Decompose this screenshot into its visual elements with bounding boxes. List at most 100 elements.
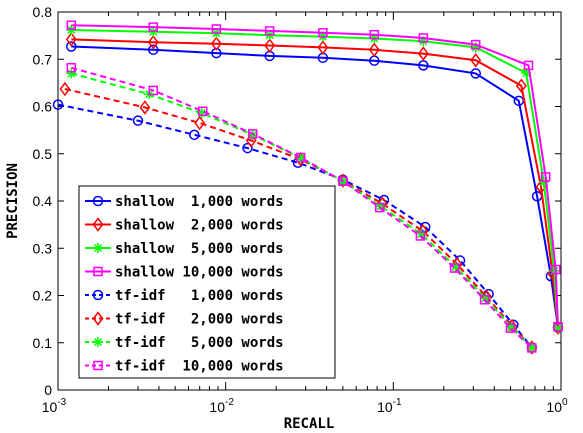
legend-label: tf-idf 1,000 words (115, 288, 284, 304)
data-point (132, 115, 144, 126)
star-stroke (296, 153, 305, 163)
data-point (242, 142, 253, 154)
data-point (505, 323, 516, 333)
data-point (295, 152, 306, 163)
legend-label: tf-idf 10,000 words (115, 359, 284, 375)
star-stroke (93, 243, 103, 253)
series-layer (52, 20, 564, 355)
legend-marker (93, 243, 103, 253)
legend-entry: tf-idf 10,000 words (85, 359, 284, 375)
data-point (148, 85, 159, 96)
x-tick-label: 100 (546, 397, 568, 415)
legend-marker (92, 289, 104, 301)
data-point (418, 33, 429, 43)
data-point (550, 264, 561, 275)
legend-label: shallow 10,000 words (115, 265, 284, 281)
data-point (540, 172, 551, 182)
legend-label: shallow 1,000 words (115, 194, 284, 210)
legend-label: shallow 2,000 words (115, 218, 284, 234)
legend-marker (93, 360, 103, 371)
y-tick-label: 0.6 (33, 99, 53, 115)
y-tick-label: 0.4 (33, 193, 53, 209)
legend-entry: tf-idf 1,000 words (85, 288, 284, 304)
legend-label: shallow 5,000 words (115, 241, 284, 257)
legend: shallow 1,000 words shallow 2,000 words sh… (78, 185, 336, 379)
data-point (52, 99, 64, 110)
data-point (66, 63, 77, 73)
data-point (210, 36, 222, 51)
series-8 (66, 63, 537, 353)
star-stroke (527, 343, 536, 352)
data-point (418, 60, 429, 71)
data-point (523, 60, 534, 71)
series-line (71, 38, 559, 328)
legend-box (78, 185, 336, 379)
y-tick-label: 0.1 (33, 335, 53, 351)
star-stroke (93, 337, 103, 347)
data-point (65, 32, 77, 47)
data-point (59, 81, 71, 97)
y-axis-label: PRECISION (5, 163, 21, 239)
series-4 (66, 20, 563, 332)
data-point (264, 26, 275, 36)
data-point (553, 321, 563, 332)
data-point (527, 343, 537, 353)
data-point (449, 263, 460, 273)
axis-ticks: 0 0.1 0.2 0.3 0.4 0.5 0.6 0.7 0.8 10-3 10-2 10-1 100 (33, 4, 568, 415)
legend-marker (92, 217, 104, 232)
data-point (211, 24, 222, 34)
data-point (368, 42, 380, 58)
legend-entry: shallow 1,000 words (85, 194, 284, 210)
data-point (189, 129, 200, 141)
y-tick-label: 0.8 (33, 4, 53, 20)
data-point (66, 41, 77, 52)
legend-entry: tf-idf 5,000 words (85, 335, 284, 351)
series-line (71, 29, 559, 328)
legend-entry: shallow 2,000 words (85, 217, 284, 234)
data-point (470, 39, 481, 50)
data-point (549, 265, 560, 276)
data-point (147, 34, 159, 50)
legend-label: tf-idf 5,000 words (115, 335, 284, 351)
data-point (470, 52, 482, 68)
series-2 (65, 32, 564, 335)
data-point (148, 44, 159, 56)
data-point (470, 68, 481, 79)
data-point (247, 129, 258, 139)
series-line (71, 24, 559, 327)
legend-label: tf-idf 2,000 words (115, 312, 284, 328)
legend-entry: tf-idf 2,000 words (85, 311, 284, 328)
data-point (317, 40, 329, 55)
y-tick-label: 0.3 (33, 240, 53, 256)
data-point (479, 295, 490, 305)
data-point (338, 176, 348, 186)
series-line (71, 45, 559, 328)
data-point (148, 22, 159, 32)
data-point (369, 29, 380, 40)
y-tick-label: 0.5 (33, 146, 53, 162)
y-tick-label: 0.2 (33, 288, 53, 304)
x-tick-label: 10-2 (209, 397, 234, 415)
data-point (66, 20, 77, 30)
data-point (198, 106, 208, 116)
data-point (318, 28, 328, 38)
x-tick-label: 10-1 (377, 397, 402, 415)
legend-marker (93, 337, 103, 347)
legend-entry: shallow 5,000 words (85, 241, 284, 257)
data-point (139, 100, 151, 115)
data-point (194, 115, 206, 131)
series-line (71, 72, 533, 349)
legend-marker (92, 195, 104, 207)
legend-marker (92, 311, 104, 326)
legend-entry: shallow 10,000 words (85, 265, 284, 281)
legend-marker (93, 266, 103, 277)
x-tick-label: 10-3 (42, 397, 67, 415)
y-tick-label: 0 (44, 382, 52, 398)
y-tick-label: 0.7 (33, 51, 53, 67)
data-point (515, 78, 527, 93)
data-point (375, 202, 385, 213)
x-axis-label: RECALL (284, 416, 335, 432)
data-point (415, 231, 426, 241)
data-point (417, 46, 429, 61)
